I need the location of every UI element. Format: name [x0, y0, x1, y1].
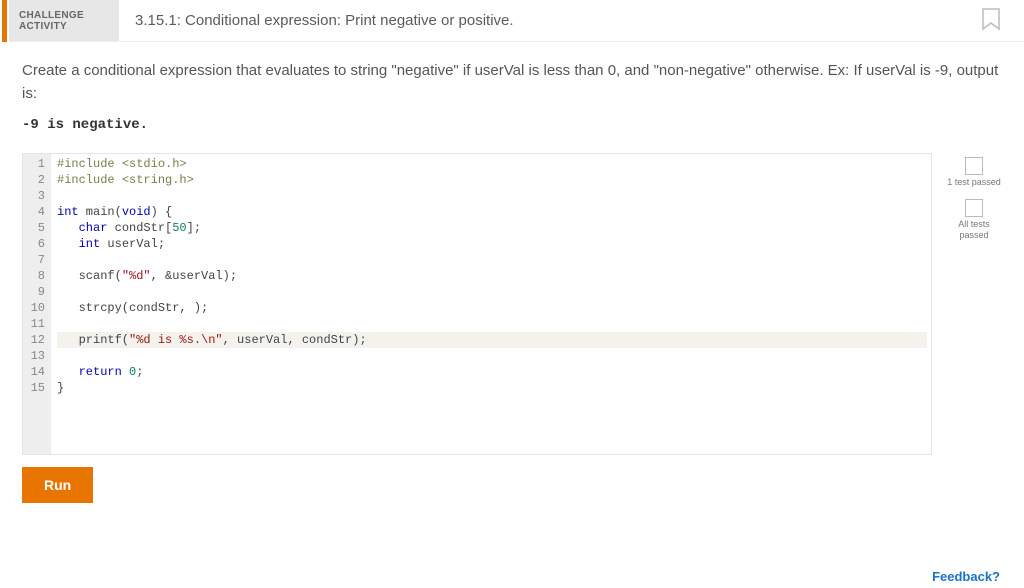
line-number: 8 [27, 268, 45, 284]
feedback-link[interactable]: Feedback? [932, 569, 1000, 584]
code-line[interactable] [57, 316, 931, 332]
line-number: 12 [27, 332, 45, 348]
line-number: 7 [27, 252, 45, 268]
code-line[interactable]: #include <stdio.h> [57, 156, 931, 172]
test-status-column: 1 test passed All tests passed [946, 153, 1002, 455]
line-number: 4 [27, 204, 45, 220]
code-line[interactable]: printf("%d is %s.\n", userVal, condStr); [57, 332, 927, 348]
line-number: 14 [27, 364, 45, 380]
code-line[interactable]: int userVal; [57, 236, 931, 252]
test1-checkbox-icon [965, 157, 983, 175]
code-line[interactable] [57, 188, 931, 204]
test1-label: 1 test passed [947, 177, 1001, 187]
line-gutter: 123456789101112131415 [23, 154, 51, 454]
code-line[interactable]: char condStr[50]; [57, 220, 931, 236]
code-line[interactable] [57, 252, 931, 268]
line-number: 5 [27, 220, 45, 236]
line-number: 2 [27, 172, 45, 188]
code-line[interactable]: #include <string.h> [57, 172, 931, 188]
example-output: -9 is negative. [4, 113, 1024, 143]
line-number: 10 [27, 300, 45, 316]
line-number: 1 [27, 156, 45, 172]
alltests-checkbox-icon [965, 199, 983, 217]
challenge-label: CHALLENGE ACTIVITY [9, 0, 119, 41]
line-number: 9 [27, 284, 45, 300]
line-number: 15 [27, 380, 45, 396]
activity-title: 3.15.1: Conditional expression: Print ne… [119, 0, 514, 41]
code-line[interactable] [57, 348, 931, 364]
code-line[interactable]: int main(void) { [57, 204, 931, 220]
code-line[interactable]: scanf("%d", &userVal); [57, 268, 931, 284]
accent-bar [2, 0, 7, 42]
activity-header: CHALLENGE ACTIVITY 3.15.1: Conditional e… [9, 0, 1024, 42]
instructions-text: Create a conditional expression that eva… [4, 42, 1024, 113]
alltests-label: All tests passed [946, 219, 1002, 240]
code-area[interactable]: #include <stdio.h>#include <string.h> int… [51, 154, 931, 454]
challenge-line2: ACTIVITY [19, 21, 109, 32]
line-number: 6 [27, 236, 45, 252]
code-line[interactable]: } [57, 380, 931, 396]
challenge-line1: CHALLENGE [19, 10, 109, 21]
code-line[interactable]: strcpy(condStr, ); [57, 300, 931, 316]
bookmark-icon[interactable] [980, 0, 1002, 41]
line-number: 13 [27, 348, 45, 364]
line-number: 11 [27, 316, 45, 332]
code-line[interactable] [57, 284, 931, 300]
code-line[interactable]: return 0; [57, 364, 931, 380]
line-number: 3 [27, 188, 45, 204]
code-editor[interactable]: 123456789101112131415 #include <stdio.h>… [22, 153, 932, 455]
run-button[interactable]: Run [22, 467, 93, 503]
